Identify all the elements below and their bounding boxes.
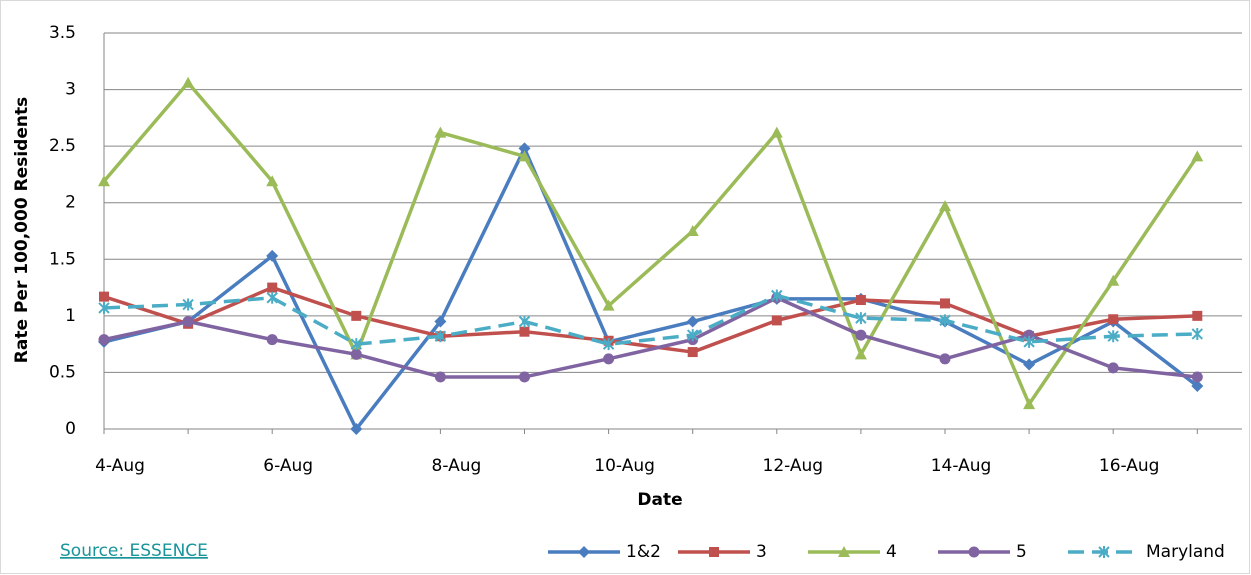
data-point — [686, 225, 699, 236]
data-point — [687, 347, 698, 358]
data-point — [1191, 371, 1203, 383]
data-point — [939, 353, 951, 365]
data-point — [1108, 314, 1119, 325]
y-axis-title: Rate Per 100,000 Residents — [12, 97, 32, 363]
data-point — [855, 312, 867, 325]
data-point — [99, 291, 109, 302]
legend-marker — [578, 546, 590, 558]
data-point — [518, 315, 531, 328]
x-tick-label: 14-Aug — [931, 456, 992, 476]
legend-label: 5 — [1016, 542, 1027, 562]
data-point — [939, 314, 951, 327]
data-point — [854, 348, 867, 360]
data-point — [603, 353, 615, 365]
source-link[interactable]: Source: ESSENCE — [60, 541, 208, 561]
y-tick-label: 1.5 — [49, 249, 76, 269]
x-axis-title: Date — [637, 490, 682, 510]
data-point — [351, 310, 362, 321]
legend-marker — [709, 547, 719, 557]
data-point — [98, 301, 110, 314]
y-tick-label: 0.5 — [49, 362, 76, 382]
y-tick-label: 2.5 — [49, 136, 76, 156]
data-point — [855, 295, 866, 306]
y-tick-label: 0 — [65, 419, 76, 439]
data-point — [98, 334, 110, 346]
data-point — [1191, 380, 1204, 393]
data-point — [434, 371, 446, 383]
data-point — [1023, 335, 1035, 348]
data-point — [350, 338, 363, 351]
data-point — [686, 329, 699, 342]
data-point — [602, 299, 615, 311]
data-point — [98, 175, 110, 187]
series-line — [103, 293, 1198, 346]
data-point — [350, 423, 363, 435]
data-point — [1023, 358, 1036, 371]
legend-label: 1&2 — [626, 542, 661, 562]
data-point — [1191, 150, 1204, 162]
data-point — [770, 126, 783, 138]
data-point — [1023, 398, 1036, 410]
data-point — [182, 316, 194, 328]
y-tick-label: 2 — [65, 193, 76, 213]
legend-marker — [968, 546, 980, 558]
data-point — [771, 289, 783, 302]
data-point — [939, 200, 951, 212]
legend-label: Maryland — [1146, 542, 1225, 562]
series-line — [103, 285, 1198, 354]
y-tick-label: 3.5 — [49, 23, 76, 43]
data-point — [182, 76, 195, 88]
series-line — [102, 81, 1199, 406]
data-point — [267, 282, 278, 293]
data-point — [771, 315, 782, 326]
y-tick-label: 1 — [65, 306, 76, 326]
data-point — [266, 334, 278, 346]
data-point — [434, 126, 447, 138]
x-tick-label: 4-Aug — [95, 456, 145, 476]
x-tick-label: 8-Aug — [432, 456, 482, 476]
series-line — [103, 146, 1199, 431]
data-point — [1107, 330, 1119, 343]
legend-marker — [838, 546, 850, 557]
data-point — [434, 315, 447, 328]
legend-label: 4 — [886, 542, 897, 562]
data-point — [434, 330, 447, 343]
data-point — [266, 249, 279, 262]
data-point — [350, 348, 362, 360]
data-point — [1107, 274, 1120, 286]
data-point — [686, 315, 699, 328]
data-point — [940, 298, 950, 309]
data-point — [1191, 327, 1204, 340]
data-point — [266, 291, 278, 304]
data-point — [519, 326, 530, 337]
y-tick-label: 3 — [65, 80, 76, 100]
data-point — [519, 371, 530, 383]
data-point — [518, 150, 531, 162]
x-tick-label: 10-Aug — [594, 456, 655, 476]
data-point — [1107, 362, 1119, 374]
x-tick-label: 16-Aug — [1099, 456, 1160, 476]
data-point — [182, 298, 194, 311]
legend-label: 3 — [756, 542, 767, 562]
x-tick-label: 12-Aug — [763, 456, 824, 476]
x-tick-label: 6-Aug — [263, 456, 313, 476]
data-point — [602, 338, 615, 351]
data-point — [518, 142, 531, 155]
data-point — [855, 329, 867, 341]
legend-marker — [1098, 546, 1110, 558]
data-point — [1192, 310, 1203, 321]
data-point — [266, 175, 279, 187]
